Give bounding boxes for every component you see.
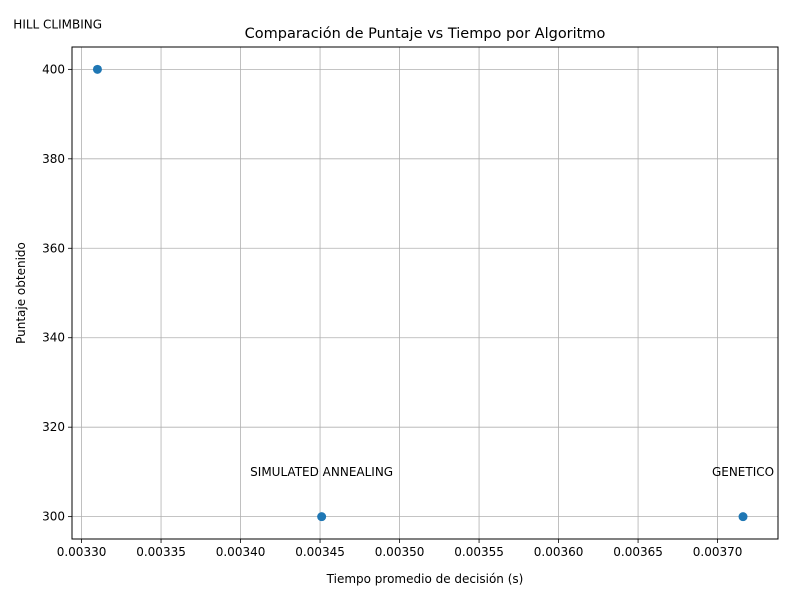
x-tick-label: 0.00330 — [57, 545, 107, 559]
x-tick-label: 0.00365 — [613, 545, 663, 559]
data-point — [317, 512, 327, 522]
data-points — [92, 64, 748, 522]
axis-ticks: 0.00330 0.00335 0.00340 0.00345 0.00350 0.003… — [42, 62, 742, 559]
x-tick-label: 0.00345 — [295, 545, 345, 559]
chart-title: Comparación de Puntaje vs Tiempo por Alg… — [245, 26, 606, 42]
x-tick-label: 0.00340 — [216, 545, 266, 559]
y-tick-label: 380 — [42, 152, 65, 166]
y-tick-label: 320 — [42, 420, 65, 434]
y-tick-label: 360 — [42, 241, 65, 255]
y-tick-label: 400 — [42, 62, 65, 76]
x-tick-label: 0.00350 — [375, 545, 425, 559]
plot-frame — [71, 46, 779, 540]
data-point — [92, 64, 102, 74]
point-annotation: GENETICO — [712, 465, 774, 479]
point-annotation: SIMULATED ANNEALING — [250, 465, 393, 479]
x-tick-label: 0.00355 — [454, 545, 504, 559]
y-tick-label: 300 — [42, 510, 65, 524]
point-annotation: HILL CLIMBING — [13, 18, 102, 32]
y-tick-label: 340 — [42, 331, 65, 345]
annotations: HILL CLIMBING SIMULATED ANNEALING GENETICO — [13, 18, 774, 479]
x-tick-label: 0.00360 — [534, 545, 584, 559]
x-axis-label: Tiempo promedio de decisión (s) — [326, 572, 524, 586]
x-tick-label: 0.00335 — [136, 545, 186, 559]
x-tick-label: 0.00370 — [693, 545, 743, 559]
grid — [72, 47, 778, 539]
y-axis-label: Puntaje obtenido — [14, 242, 28, 344]
data-point — [738, 512, 748, 522]
